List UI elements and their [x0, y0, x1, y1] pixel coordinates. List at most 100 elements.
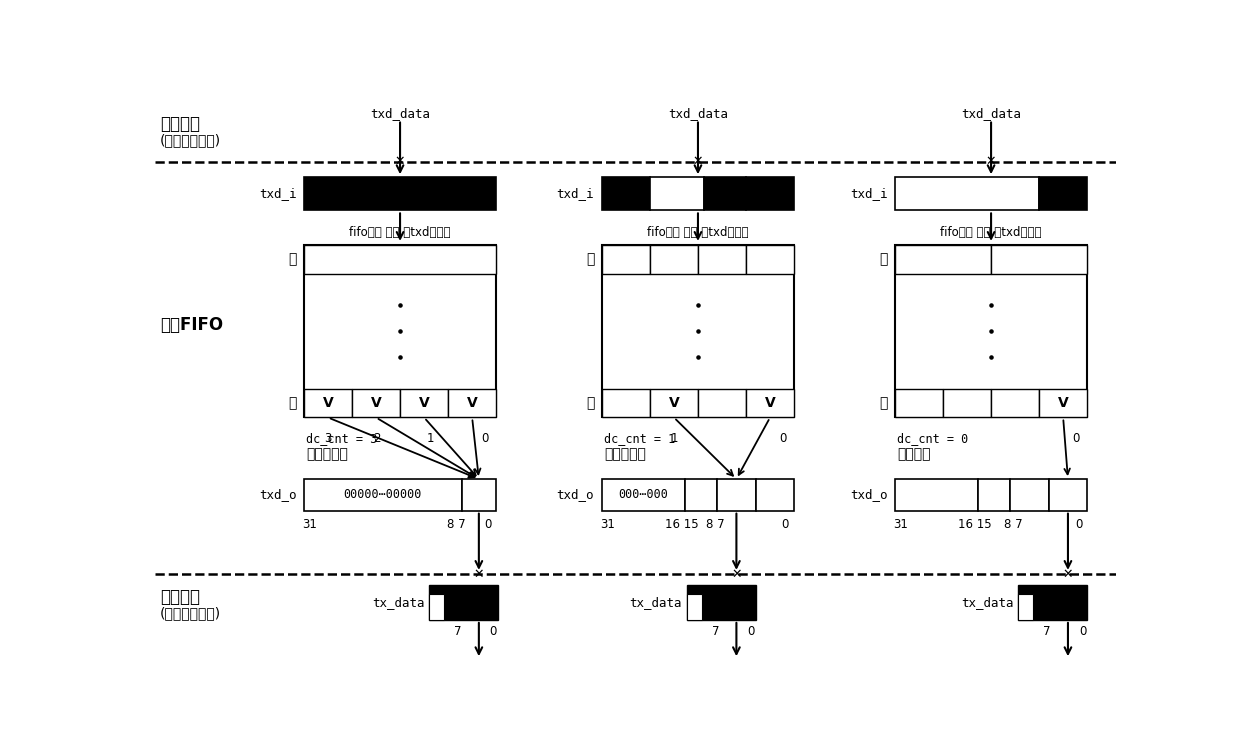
Text: 头: 头	[585, 396, 594, 410]
Text: txd_i: txd_i	[849, 187, 888, 200]
Text: V: V	[419, 396, 429, 410]
Text: 16 15: 16 15	[959, 518, 992, 531]
Text: 头: 头	[288, 396, 296, 410]
Text: 31: 31	[893, 518, 908, 531]
Text: 7: 7	[454, 625, 461, 638]
Text: 0: 0	[781, 518, 789, 531]
Text: 16 15: 16 15	[665, 518, 698, 531]
Text: txd_o: txd_o	[557, 489, 594, 501]
Text: 尾: 尾	[585, 252, 594, 267]
Text: 8 7: 8 7	[1004, 518, 1023, 531]
Text: 0: 0	[481, 433, 489, 445]
FancyBboxPatch shape	[401, 388, 448, 418]
Text: txd_o: txd_o	[259, 489, 296, 501]
Text: 8 7: 8 7	[448, 518, 466, 531]
Text: (数据并行写入): (数据并行写入)	[160, 133, 221, 147]
Text: 00000⋯00000: 00000⋯00000	[343, 489, 422, 501]
Text: 31: 31	[303, 518, 317, 531]
Text: 0: 0	[748, 625, 755, 638]
Text: tx_data: tx_data	[961, 596, 1013, 610]
FancyBboxPatch shape	[687, 594, 702, 620]
Text: 按半字对齐: 按半字对齐	[604, 447, 646, 462]
Text: 发送FIFO: 发送FIFO	[160, 317, 223, 335]
FancyBboxPatch shape	[601, 479, 684, 511]
Text: ✕: ✕	[474, 568, 484, 580]
FancyBboxPatch shape	[895, 245, 991, 273]
Text: V: V	[765, 396, 775, 410]
Text: 外设接口: 外设接口	[160, 588, 200, 606]
FancyBboxPatch shape	[746, 245, 794, 273]
Text: 0: 0	[1075, 518, 1083, 531]
FancyBboxPatch shape	[991, 245, 1087, 273]
FancyBboxPatch shape	[746, 177, 794, 211]
Text: 8 7: 8 7	[706, 518, 724, 531]
FancyBboxPatch shape	[601, 177, 650, 211]
Text: 0: 0	[490, 625, 497, 638]
FancyBboxPatch shape	[895, 245, 1087, 418]
FancyBboxPatch shape	[977, 479, 1011, 511]
Text: ✕: ✕	[1063, 568, 1073, 580]
FancyBboxPatch shape	[429, 594, 444, 620]
FancyBboxPatch shape	[304, 245, 496, 418]
Text: ✕: ✕	[693, 155, 703, 168]
FancyBboxPatch shape	[304, 177, 496, 211]
Text: V: V	[466, 396, 477, 410]
Text: ✕: ✕	[986, 155, 996, 168]
Text: fifo未满 用户 写txd寄存器: fifo未满 用户 写txd寄存器	[647, 226, 749, 239]
Text: dc_cnt = 0: dc_cnt = 0	[897, 433, 968, 445]
Text: 2: 2	[373, 433, 381, 445]
FancyBboxPatch shape	[650, 177, 704, 211]
Text: 尾: 尾	[879, 252, 888, 267]
Text: 头: 头	[879, 396, 888, 410]
Text: txd_o: txd_o	[849, 489, 888, 501]
FancyBboxPatch shape	[1039, 388, 1087, 418]
Text: 7: 7	[1043, 625, 1050, 638]
FancyBboxPatch shape	[429, 586, 498, 620]
FancyBboxPatch shape	[1039, 177, 1087, 211]
Text: V: V	[322, 396, 334, 410]
Text: V: V	[1058, 396, 1069, 410]
FancyBboxPatch shape	[1049, 479, 1087, 511]
Text: 1: 1	[427, 433, 434, 445]
FancyBboxPatch shape	[1011, 479, 1049, 511]
Text: 3: 3	[325, 433, 331, 445]
Text: txd_data: txd_data	[370, 108, 430, 120]
FancyBboxPatch shape	[895, 388, 944, 418]
FancyBboxPatch shape	[746, 388, 794, 418]
FancyBboxPatch shape	[601, 245, 794, 418]
Text: fifo未满 用户 写txd寄存器: fifo未满 用户 写txd寄存器	[350, 226, 451, 239]
FancyBboxPatch shape	[304, 388, 352, 418]
Text: dc_cnt = 1: dc_cnt = 1	[604, 433, 675, 445]
FancyBboxPatch shape	[352, 388, 401, 418]
Text: 主机接口: 主机接口	[160, 115, 200, 133]
Text: 0: 0	[779, 433, 786, 445]
Text: txd_i: txd_i	[557, 187, 594, 200]
Text: 0: 0	[484, 518, 491, 531]
FancyBboxPatch shape	[704, 177, 746, 211]
Text: 按字对齐: 按字对齐	[897, 447, 930, 462]
FancyBboxPatch shape	[991, 388, 1039, 418]
FancyBboxPatch shape	[684, 479, 717, 511]
FancyBboxPatch shape	[650, 245, 698, 273]
Text: V: V	[668, 396, 680, 410]
FancyBboxPatch shape	[304, 245, 496, 273]
Text: (数据串行输出): (数据串行输出)	[160, 606, 221, 620]
Text: dc_cnt = 3: dc_cnt = 3	[306, 433, 377, 445]
FancyBboxPatch shape	[717, 479, 755, 511]
FancyBboxPatch shape	[698, 245, 746, 273]
Text: 1: 1	[671, 433, 678, 445]
Text: 31: 31	[600, 518, 615, 531]
Text: tx_data: tx_data	[629, 596, 682, 610]
FancyBboxPatch shape	[601, 388, 650, 418]
Text: 000⋯000: 000⋯000	[619, 489, 668, 501]
Text: ✕: ✕	[732, 568, 742, 580]
FancyBboxPatch shape	[601, 245, 650, 273]
FancyBboxPatch shape	[698, 388, 746, 418]
FancyBboxPatch shape	[944, 388, 991, 418]
Text: txd_data: txd_data	[961, 108, 1021, 120]
FancyBboxPatch shape	[448, 388, 496, 418]
Text: fifo未满 用户 写txd寄存器: fifo未满 用户 写txd寄存器	[940, 226, 1042, 239]
FancyBboxPatch shape	[1018, 594, 1033, 620]
FancyBboxPatch shape	[895, 479, 977, 511]
Text: txd_i: txd_i	[259, 187, 296, 200]
